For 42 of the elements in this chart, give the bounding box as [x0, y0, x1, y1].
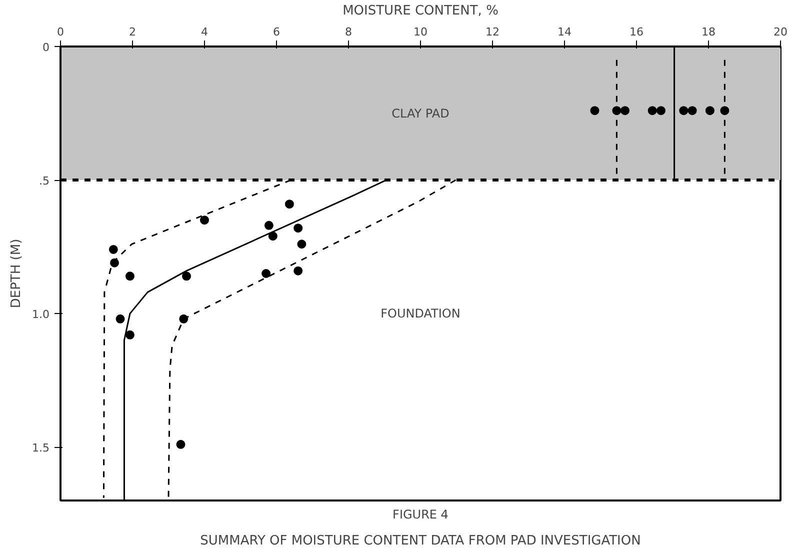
point — [268, 232, 278, 241]
x-tick-label: 20 — [774, 26, 788, 38]
annotation: FOUNDATION — [380, 306, 460, 321]
band-label: CLAY PAD — [392, 106, 450, 120]
point — [590, 106, 600, 116]
point — [297, 240, 306, 249]
point — [679, 106, 688, 116]
point — [262, 269, 271, 278]
y-tick-label: 1.5 — [32, 442, 50, 455]
point — [648, 106, 657, 116]
y-tick-label: .5 — [39, 174, 50, 188]
y-tick-label: 1.0 — [32, 308, 50, 322]
x-tick-label: 10 — [414, 26, 428, 38]
point — [656, 106, 666, 116]
point — [116, 314, 125, 324]
point — [688, 106, 697, 116]
point — [705, 106, 714, 116]
x-tick-label: 4 — [201, 26, 208, 38]
point — [108, 244, 118, 254]
point — [284, 200, 294, 209]
x-tick-label: 8 — [345, 26, 352, 38]
point — [176, 440, 186, 449]
point — [294, 266, 303, 276]
x-axis-title: MOISTURE CONTENT, % — [342, 4, 498, 18]
x-tick-label: 6 — [273, 26, 280, 38]
x-tick-label: 18 — [702, 26, 716, 38]
point — [200, 216, 209, 225]
text: FIGURE 4 — [392, 508, 448, 522]
x-tick-label: 16 — [630, 26, 644, 38]
point — [294, 224, 303, 233]
text: SUMMARY OF MOISTURE CONTENT DATA FROM PAD INVESTIGATION — [200, 534, 641, 548]
x-tick-label: 14 — [558, 26, 572, 38]
y-tick-label: 0 — [42, 41, 50, 54]
point — [264, 220, 274, 230]
point — [182, 272, 191, 281]
x-tick-label: 2 — [129, 26, 136, 38]
x-tick-label: 12 — [486, 26, 500, 38]
point — [125, 272, 134, 281]
point — [125, 330, 134, 340]
x-tick-label: 0 — [57, 26, 64, 38]
point — [620, 106, 630, 116]
y-axis-title: DEPTH (M) — [9, 238, 24, 308]
